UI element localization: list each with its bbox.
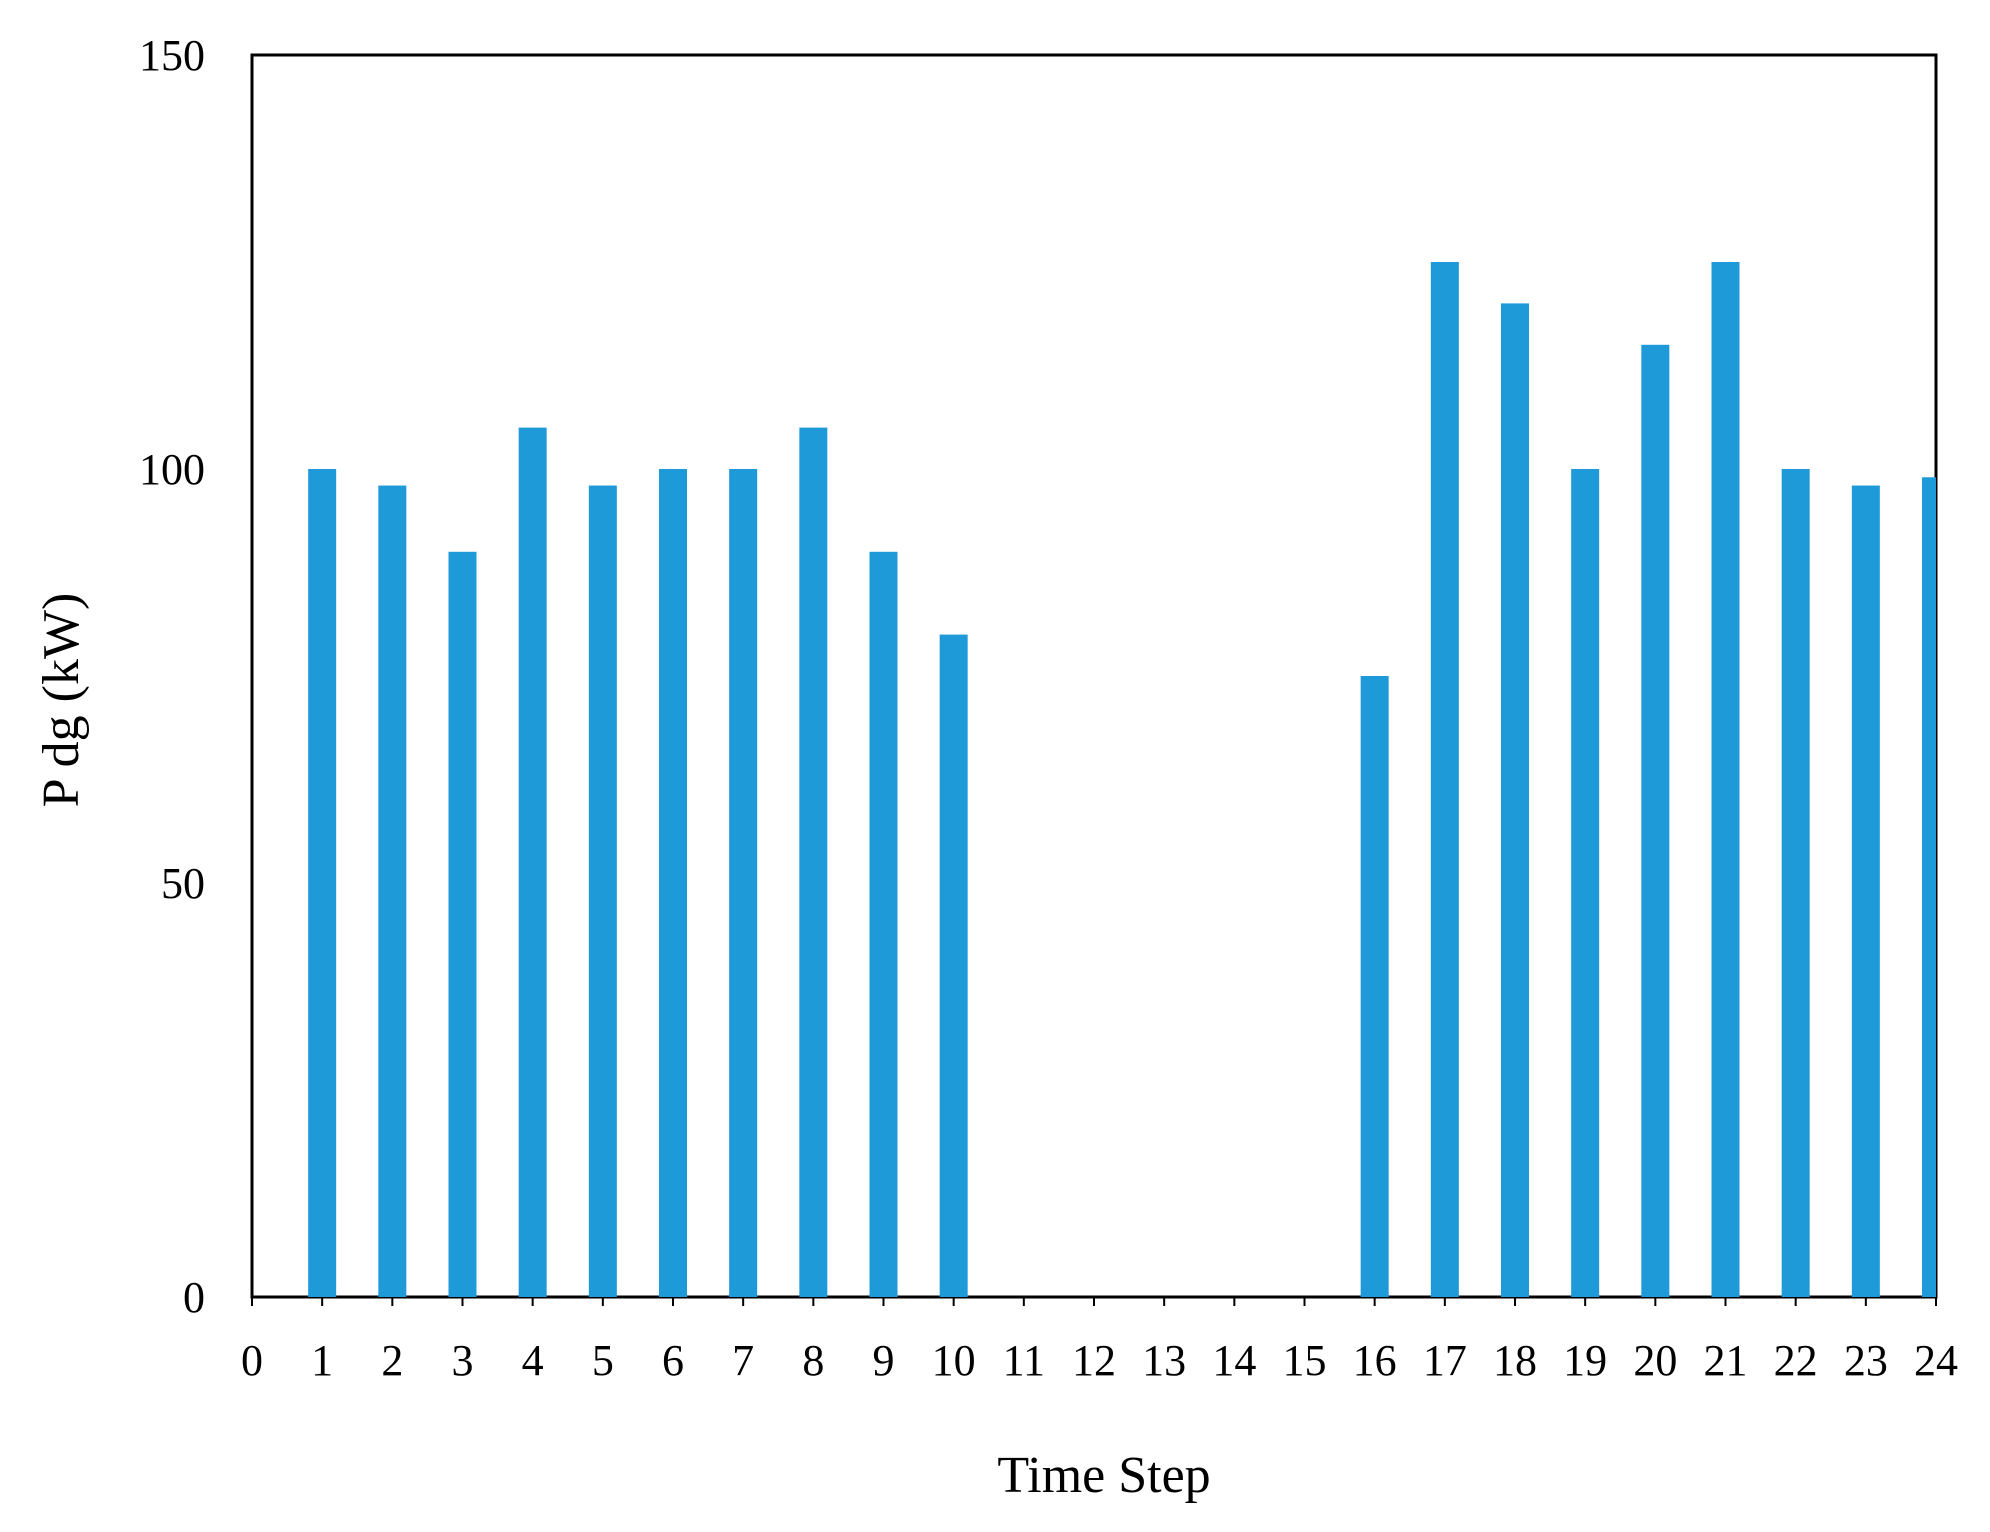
x-tick-label: 0 [241, 1336, 263, 1385]
bar-timestep-22 [1781, 469, 1810, 1297]
bar-timestep-17 [1430, 262, 1459, 1297]
bar-timestep-1 [308, 469, 337, 1297]
x-tick-label: 24 [1914, 1336, 1958, 1385]
bar-timestep-19 [1571, 469, 1600, 1297]
bar-timestep-21 [1711, 262, 1740, 1297]
y-tick-label: 150 [139, 31, 205, 80]
bar-timestep-5 [588, 485, 617, 1297]
bar-timestep-2 [378, 485, 407, 1297]
bar-timestep-23 [1851, 485, 1880, 1297]
x-tick-label: 23 [1844, 1336, 1888, 1385]
x-tick-label: 3 [452, 1336, 474, 1385]
y-tick-label: 50 [161, 859, 205, 908]
x-tick-label: 22 [1774, 1336, 1818, 1385]
x-tick-label: 12 [1072, 1336, 1116, 1385]
x-tick-label: 18 [1493, 1336, 1537, 1385]
x-tick-label: 1 [311, 1336, 333, 1385]
x-tick-label: 5 [592, 1336, 614, 1385]
bar-timestep-7 [729, 469, 758, 1297]
y-tick-label: 0 [183, 1273, 205, 1322]
x-tick-label: 13 [1142, 1336, 1186, 1385]
x-tick-label: 16 [1353, 1336, 1397, 1385]
bar-timestep-24 [1922, 477, 1936, 1297]
y-axis-title: P dg (kW) [33, 593, 90, 808]
y-axis-ticks: 0 50 100 150 [139, 31, 205, 1322]
x-tick-label: 9 [873, 1336, 895, 1385]
x-tick-label: 2 [381, 1336, 403, 1385]
x-axis-ticks: 0 1 2 3 4 5 6 7 8 9 10 11 12 13 14 15 16 17 18 19 20 21 22 23 24 [241, 1297, 1958, 1385]
x-tick-label: 17 [1423, 1336, 1467, 1385]
bar-timestep-10 [939, 634, 968, 1297]
plot-frame [250, 53, 1938, 1299]
bars-group [308, 262, 1936, 1298]
x-tick-label: 20 [1633, 1336, 1677, 1385]
bar-timestep-3 [448, 551, 477, 1297]
bar-timestep-4 [518, 427, 547, 1298]
x-tick-label: 4 [522, 1336, 544, 1385]
bar-timestep-20 [1641, 344, 1670, 1297]
x-tick-label: 11 [1003, 1336, 1045, 1385]
x-tick-label: 7 [732, 1336, 754, 1385]
bar-timestep-8 [799, 427, 828, 1298]
bar-timestep-6 [659, 469, 687, 1297]
x-tick-label: 19 [1563, 1336, 1607, 1385]
x-tick-label: 15 [1283, 1336, 1327, 1385]
x-tick-label: 10 [932, 1336, 976, 1385]
x-tick-label: 8 [802, 1336, 824, 1385]
x-tick-label: 21 [1704, 1336, 1748, 1385]
x-axis-title: Time Step [997, 1447, 1210, 1504]
y-tick-label: 100 [139, 445, 205, 494]
x-tick-label: 6 [662, 1336, 684, 1385]
x-tick-label: 14 [1212, 1336, 1256, 1385]
bar-timestep-16 [1360, 676, 1389, 1297]
bar-timestep-9 [869, 551, 898, 1297]
bar-timestep-18 [1501, 303, 1529, 1297]
